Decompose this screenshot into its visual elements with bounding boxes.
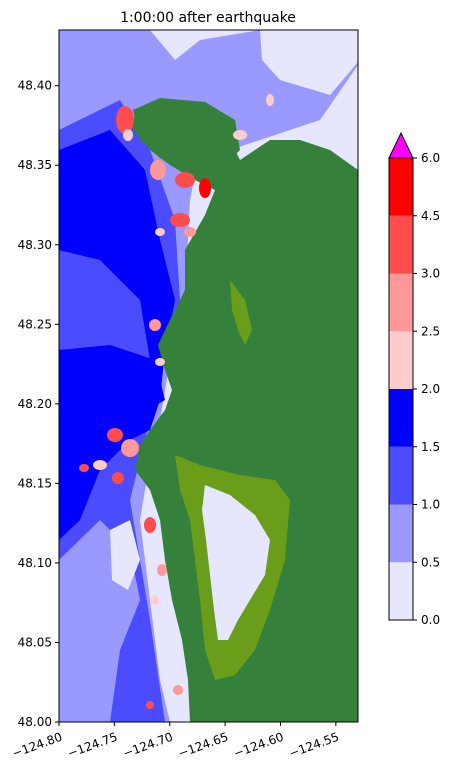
colorbar-extend-triangle bbox=[388, 131, 414, 159]
inland-creek bbox=[230, 280, 252, 345]
sea-lightstreak-2 bbox=[110, 520, 140, 590]
x-axis: −124.80 −124.75 −124.70 −124.65 −124.60 −124.… bbox=[10, 722, 341, 761]
colorbar-segment bbox=[389, 562, 413, 620]
map-frame bbox=[58, 29, 359, 723]
colorbar-tick-label: 6.0 bbox=[421, 151, 440, 165]
colorbar-tick-label: 2.5 bbox=[421, 324, 440, 338]
chart-title: 1:00:00 after earthquake bbox=[120, 10, 296, 26]
x-tick-label: −124.80 bbox=[10, 730, 64, 761]
y-tick-label: 48.05 bbox=[18, 635, 52, 649]
x-tick-label: −124.70 bbox=[121, 730, 175, 761]
colorbar-tick-label: 0.5 bbox=[421, 555, 440, 569]
map-plot-area bbox=[59, 30, 358, 722]
colorbar-tick-label: 1.0 bbox=[421, 498, 440, 512]
land-island bbox=[133, 98, 240, 175]
colorbar-tick-label: 0.0 bbox=[421, 613, 440, 627]
colorbar-tick-label: 4.5 bbox=[421, 209, 440, 223]
x-tick-label: −124.65 bbox=[176, 730, 230, 761]
colorbar-tick-label: 1.5 bbox=[421, 440, 440, 454]
colorbar-segment bbox=[389, 504, 413, 563]
colorbar-segment bbox=[389, 273, 413, 332]
y-tick-label: 48.40 bbox=[18, 79, 52, 93]
y-tick-label: 48.20 bbox=[18, 397, 52, 411]
coastal-wave-patches bbox=[79, 94, 274, 709]
colorbar-tick-label: 3.0 bbox=[421, 267, 440, 281]
colorbar: 0.0 0.5 1.0 1.5 2.0 2.5 3.0 4.5 6.0 bbox=[388, 131, 440, 627]
sea-band-1-5-strip bbox=[59, 345, 165, 420]
colorbar-segment bbox=[389, 331, 413, 389]
colorbar-segment bbox=[389, 158, 413, 216]
y-tick-label: 48.00 bbox=[18, 715, 52, 729]
colorbar-segment bbox=[389, 389, 413, 447]
colorbar-segment bbox=[389, 215, 413, 274]
y-tick-label: 48.30 bbox=[18, 238, 52, 252]
y-tick-label: 48.15 bbox=[18, 476, 52, 490]
inland-water bbox=[202, 485, 270, 640]
x-tick-label: −124.75 bbox=[66, 730, 120, 761]
colorbar-segment bbox=[389, 446, 413, 505]
y-axis: 48.00 48.05 48.10 48.15 48.20 48.25 48.30 48.35… bbox=[18, 79, 59, 729]
x-tick-label: −124.55 bbox=[287, 730, 341, 761]
sea-lightpatch-north bbox=[260, 30, 358, 95]
land bbox=[133, 100, 358, 722]
y-tick-label: 48.10 bbox=[18, 556, 52, 570]
colorbar-tick-label: 2.0 bbox=[421, 382, 440, 396]
y-tick-label: 48.35 bbox=[18, 158, 52, 172]
y-tick-label: 48.25 bbox=[18, 317, 52, 331]
x-tick-label: −124.60 bbox=[232, 730, 286, 761]
